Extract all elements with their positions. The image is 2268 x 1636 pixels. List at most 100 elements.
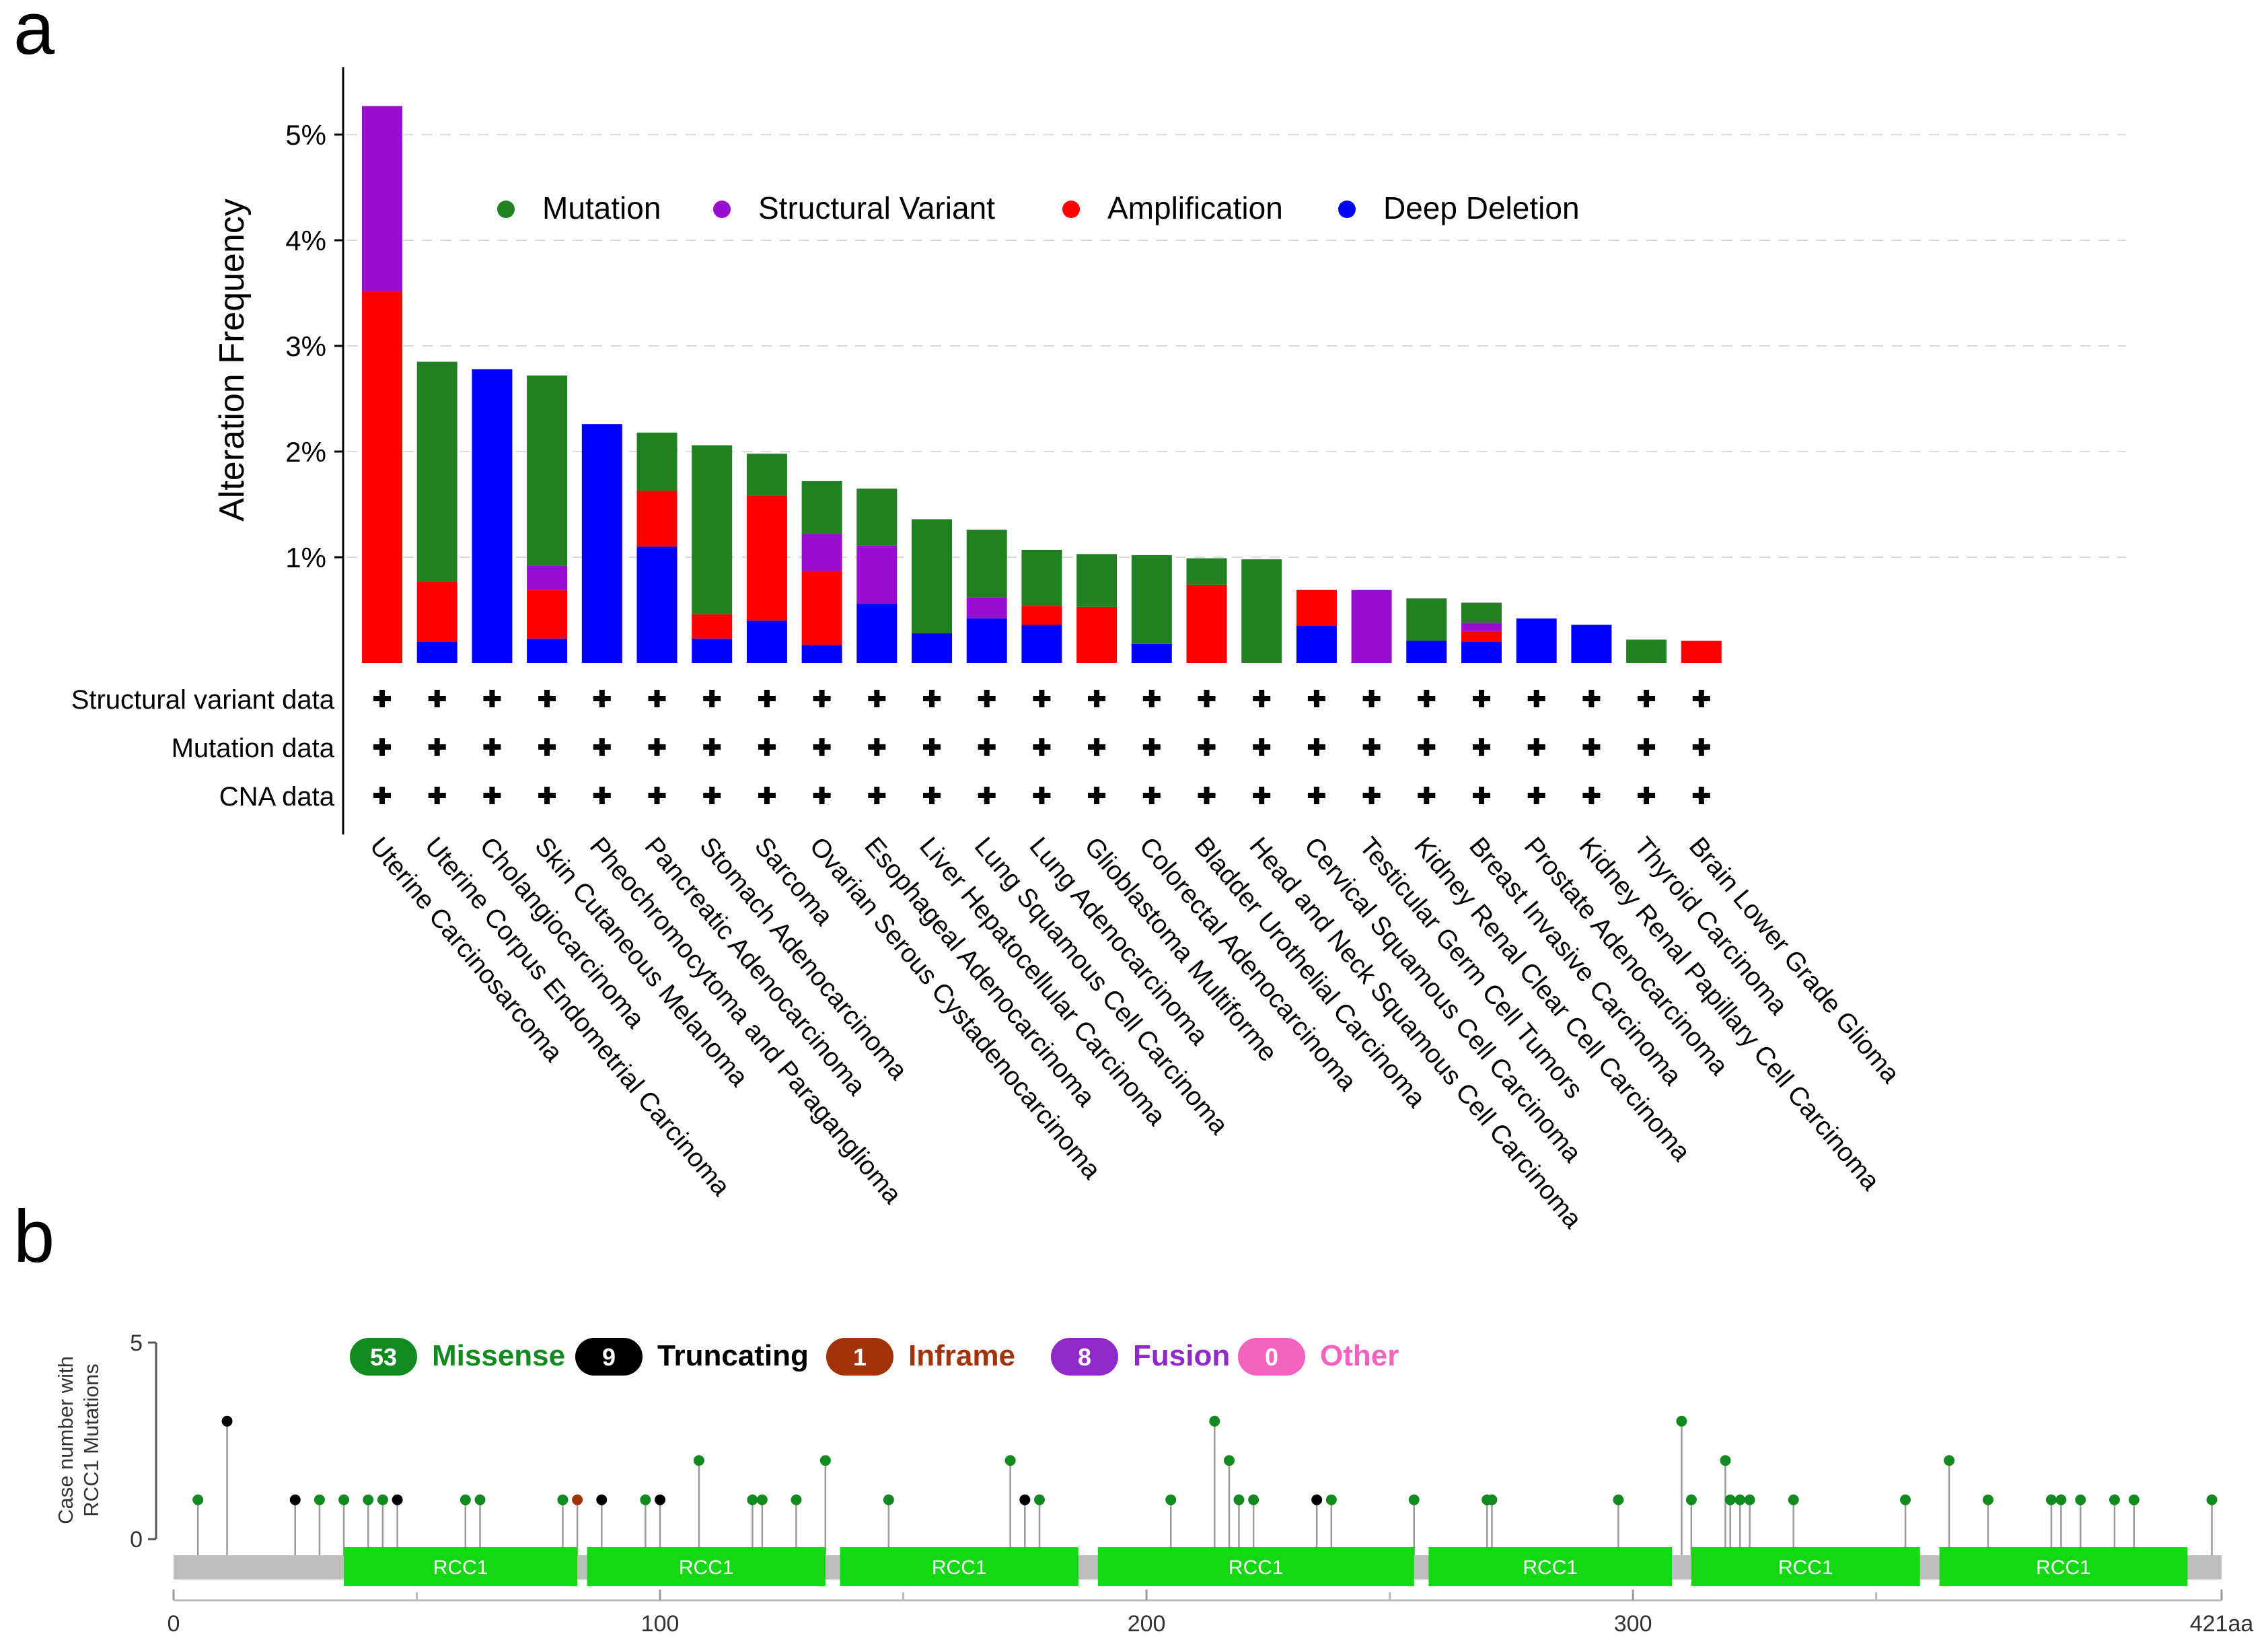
bar-19-deep_deletion xyxy=(1406,641,1447,663)
legend-pill-other xyxy=(1238,1338,1305,1376)
bar-9-mutation xyxy=(856,488,898,546)
bar-1-mutation xyxy=(416,361,458,582)
bar-3-structural_variant xyxy=(527,565,568,590)
profile-marker-1-24 xyxy=(1692,738,1710,756)
legend-label-amplification: Amplification xyxy=(1107,190,1283,225)
bar-23-mutation xyxy=(1626,639,1667,663)
profile-marker-2-18-v xyxy=(1368,787,1375,804)
lollipop-head-28 xyxy=(1248,1494,1259,1505)
profile-marker-0-15 xyxy=(1198,690,1216,707)
panel-a-legend: Mutation Structural Variant Amplification D… xyxy=(497,190,1580,225)
legend-count-other: 0 xyxy=(1265,1343,1278,1371)
profile-marker-0-8 xyxy=(813,690,831,707)
profile-marker-0-9-v xyxy=(874,690,880,707)
bar-8-deep_deletion xyxy=(801,645,842,663)
profile-marker-2-15 xyxy=(1198,787,1216,804)
panel-a-profile-row-labels: Structural variant data Mutation data CNA … xyxy=(71,685,335,812)
lollipop-head-44 xyxy=(1982,1494,1993,1505)
profile-marker-1-1 xyxy=(428,738,446,756)
profile-marker-0-19 xyxy=(1418,690,1436,707)
profile-marker-0-9 xyxy=(868,690,886,707)
domain-label-2: RCC1 xyxy=(932,1557,987,1579)
profile-marker-0-10-v xyxy=(929,690,935,707)
domain-label-0: RCC1 xyxy=(433,1557,488,1579)
profile-marker-2-13 xyxy=(1088,787,1106,804)
profile-marker-1-1-v xyxy=(434,738,440,756)
bar-12-amplification xyxy=(1021,606,1062,625)
bar-4-deep_deletion xyxy=(581,424,622,663)
lollipop-head-14 xyxy=(655,1494,666,1505)
panel-b-y-ticks: 05 xyxy=(130,1330,156,1553)
bar-7-mutation xyxy=(746,454,787,496)
legend-label-missense: Missense xyxy=(432,1339,565,1372)
panel-a-profile-markers xyxy=(373,690,1710,804)
profile-marker-2-3 xyxy=(538,787,556,804)
domain-3 xyxy=(1097,1547,1414,1586)
panel-b-x-axis: 0 100 200 300 421aa xyxy=(168,1590,2253,1636)
profile-marker-1-9 xyxy=(868,738,886,756)
profile-marker-2-12 xyxy=(1033,787,1051,804)
bar-13-amplification xyxy=(1076,606,1118,663)
profile-marker-2-13-v xyxy=(1094,787,1100,804)
bar-8-amplification xyxy=(801,571,842,645)
profile-marker-1-23-v xyxy=(1644,738,1650,756)
profile-marker-2-17 xyxy=(1307,787,1325,804)
profile-marker-2-11-v xyxy=(984,787,990,804)
lollipop-head-42 xyxy=(1900,1494,1911,1505)
lollipop-head-22 xyxy=(1019,1494,1031,1505)
profile-marker-1-20 xyxy=(1473,738,1490,756)
lollipop-head-3 xyxy=(314,1494,325,1505)
y-label-line-0: Case number with xyxy=(54,1356,77,1524)
domain-label-5: RCC1 xyxy=(1778,1557,1833,1579)
profile-marker-1-23 xyxy=(1638,738,1656,756)
bar-6-amplification xyxy=(692,614,733,639)
lollipop-head-48 xyxy=(2109,1494,2120,1505)
panel-a-gridlines xyxy=(346,134,2126,558)
profile-marker-2-22-v xyxy=(1588,787,1595,804)
profile-marker-2-22 xyxy=(1582,787,1601,804)
profile-marker-2-5 xyxy=(648,787,666,804)
profile-marker-1-18 xyxy=(1362,738,1381,756)
profile-marker-0-18-v xyxy=(1368,690,1375,707)
domain-6 xyxy=(1939,1547,2188,1586)
profile-marker-1-0-v xyxy=(379,738,385,756)
profile-marker-0-22-v xyxy=(1588,690,1595,707)
bar-3-amplification xyxy=(527,590,568,639)
lollipop-head-33 xyxy=(1486,1494,1498,1505)
panel-a-y-axis-label: Alteration Frequency xyxy=(213,199,252,522)
lollipop-head-18 xyxy=(791,1494,802,1505)
profile-marker-0-21 xyxy=(1527,690,1545,707)
profile-marker-0-20-v xyxy=(1479,690,1484,707)
profile-marker-1-10-v xyxy=(929,738,935,756)
profile-marker-0-0 xyxy=(373,690,391,707)
domain-label-1: RCC1 xyxy=(679,1557,734,1579)
profile-marker-1-19-v xyxy=(1424,738,1430,756)
profile-row-label-2: CNA data xyxy=(219,782,335,812)
panel-a-y-ticks: 1% 2% 3% 4% 5% xyxy=(285,119,343,573)
profile-marker-2-8-v xyxy=(819,787,825,804)
lollipop-head-27 xyxy=(1233,1494,1245,1505)
lollipop-head-7 xyxy=(392,1494,403,1505)
legend-label-other: Other xyxy=(1320,1339,1399,1372)
profile-marker-1-3 xyxy=(538,738,556,756)
profile-marker-0-14 xyxy=(1142,690,1161,707)
profile-marker-2-11 xyxy=(978,787,996,804)
profile-marker-2-24-v xyxy=(1698,787,1704,804)
profile-marker-1-21-v xyxy=(1533,738,1539,756)
lollipop-head-45 xyxy=(2045,1494,2057,1505)
bar-15-amplification xyxy=(1186,584,1227,663)
b-x-tick-label-0: 0 xyxy=(168,1611,180,1636)
profile-marker-0-18 xyxy=(1362,690,1381,707)
profile-marker-1-9-v xyxy=(874,738,880,756)
profile-marker-0-8-v xyxy=(819,690,825,707)
lollipop-head-29 xyxy=(1311,1494,1323,1505)
domain-2 xyxy=(840,1547,1078,1586)
legend-pill-missense xyxy=(350,1338,417,1376)
lollipop-head-11 xyxy=(572,1494,583,1505)
legend-marker-structural_variant xyxy=(713,201,731,218)
profile-marker-0-14-v xyxy=(1148,690,1155,707)
profile-marker-2-20 xyxy=(1473,787,1490,804)
panel-b-y-axis-label: Case number with RCC1 Mutations xyxy=(54,1356,103,1524)
profile-marker-2-24 xyxy=(1692,787,1710,804)
profile-marker-1-2 xyxy=(483,738,501,756)
